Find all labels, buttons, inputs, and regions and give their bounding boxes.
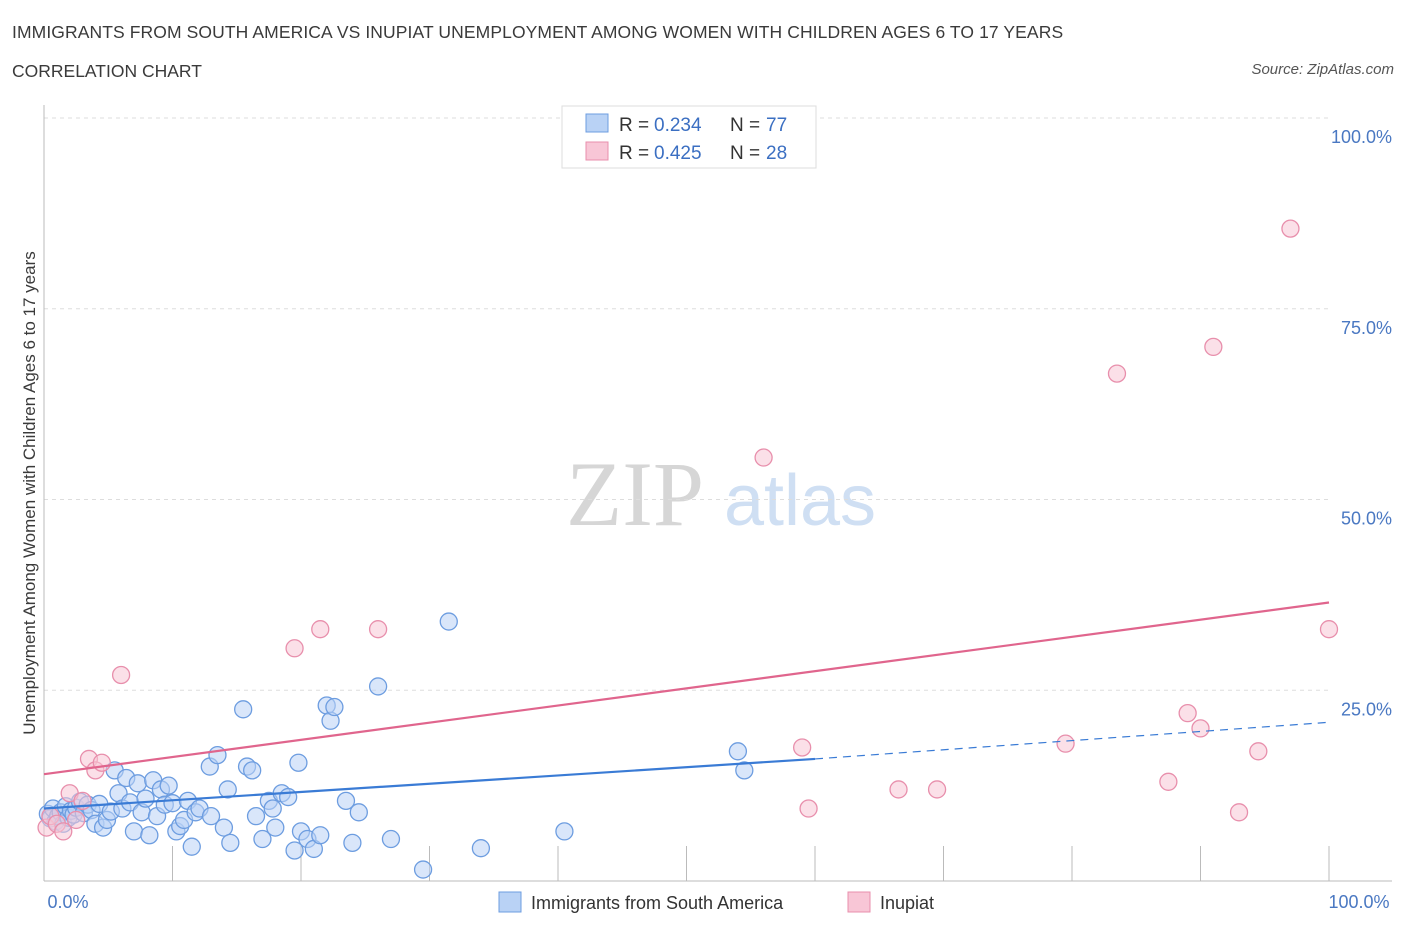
blue-trend-line xyxy=(43,757,816,810)
pink-point xyxy=(799,799,818,818)
series-pink-points xyxy=(37,219,1339,841)
pink-point xyxy=(311,620,330,639)
trend-lines xyxy=(43,601,1330,810)
legend-pink-r-value: 0.425 xyxy=(654,143,702,164)
pink-point xyxy=(1281,219,1300,238)
blue-point xyxy=(218,780,237,799)
grid-lines xyxy=(44,117,1329,691)
source-credit: Source: ZipAtlas.com xyxy=(1251,61,1394,78)
y-axis-label: Unemployment Among Women with Children A… xyxy=(20,251,39,735)
pink-trend-line xyxy=(43,601,1330,776)
blue-point xyxy=(243,761,262,780)
bottom-legend-blue-swatch xyxy=(498,891,522,913)
pink-point xyxy=(1229,803,1249,822)
series-legend: Immigrants from South America Inupiat xyxy=(498,891,934,913)
pink-point xyxy=(54,822,73,841)
bottom-legend-blue-label: Immigrants from South America xyxy=(531,893,784,913)
legend-blue-r-label: R = xyxy=(619,115,649,136)
pink-point xyxy=(1249,742,1268,761)
x-tick-label-start: 0.0% xyxy=(47,892,88,912)
pink-point xyxy=(754,448,773,467)
blue-point xyxy=(336,791,356,811)
blue-point xyxy=(381,829,401,849)
blue-point xyxy=(182,837,201,856)
legend-pink-r-label: R = xyxy=(619,143,649,164)
blue-point xyxy=(234,700,253,719)
blue-point xyxy=(263,799,282,818)
pink-point xyxy=(285,639,304,658)
axes xyxy=(43,105,1392,882)
tick-labels: 25.0% 50.0% 75.0% 100.0% 0.0% 100.0% xyxy=(47,127,1392,912)
pink-point xyxy=(793,738,812,757)
blue-point xyxy=(246,806,266,826)
pink-point xyxy=(1191,719,1210,738)
chart-subtitle: CORRELATION CHART xyxy=(12,61,202,81)
y-tick-label: 100.0% xyxy=(1331,127,1392,147)
watermark-atlas: atlas xyxy=(724,461,876,541)
y-tick-label: 75.0% xyxy=(1341,318,1392,338)
blue-point xyxy=(343,833,362,852)
blue-point xyxy=(136,789,155,808)
blue-point xyxy=(311,826,330,845)
blue-point xyxy=(214,818,234,837)
blue-point xyxy=(325,697,344,717)
bottom-legend-pink-label: Inupiat xyxy=(880,893,934,913)
blue-point xyxy=(163,794,182,813)
pink-point xyxy=(66,810,86,830)
blue-point xyxy=(349,803,368,822)
correlation-legend: R = 0.234 N = 77 R = 0.425 N = 28 xyxy=(561,105,817,169)
pink-point xyxy=(1107,364,1127,383)
pink-point xyxy=(368,620,388,639)
blue-point xyxy=(266,818,285,837)
blue-point xyxy=(140,826,159,845)
pink-point xyxy=(1319,620,1339,639)
blue-point xyxy=(471,839,491,858)
watermark-zip: ZIP xyxy=(566,443,704,545)
blue-point xyxy=(285,841,304,860)
x-tick-label-end: 100.0% xyxy=(1328,892,1389,912)
pink-point xyxy=(111,665,131,685)
legend-blue-r-value: 0.234 xyxy=(654,115,702,136)
blue-point xyxy=(368,677,388,696)
blue-point xyxy=(555,822,574,841)
blue-point xyxy=(439,612,458,631)
bottom-legend-pink-swatch xyxy=(847,891,871,913)
legend-blue-swatch xyxy=(585,113,609,133)
blue-point xyxy=(128,774,147,793)
pink-point xyxy=(1159,772,1178,791)
y-tick-label: 50.0% xyxy=(1341,509,1392,529)
legend-blue-n-label: N = xyxy=(730,115,760,136)
blue-point xyxy=(289,753,308,772)
pink-point xyxy=(1056,734,1075,753)
blue-trend-extension xyxy=(814,721,1330,760)
pink-point xyxy=(889,780,908,799)
blue-point xyxy=(221,833,240,852)
pink-point xyxy=(1178,703,1197,723)
legend-pink-n-value: 28 xyxy=(766,143,787,164)
series-blue-points xyxy=(38,612,754,879)
legend-pink-swatch xyxy=(585,141,609,161)
blue-point xyxy=(253,829,272,849)
legend-blue-n-value: 77 xyxy=(766,115,787,136)
blue-point xyxy=(124,822,144,841)
blue-point xyxy=(201,806,221,826)
legend-pink-n-label: N = xyxy=(730,143,760,164)
chart-title: IMMIGRANTS FROM SOUTH AMERICA VS INUPIAT… xyxy=(12,22,1064,42)
blue-point xyxy=(735,761,754,780)
blue-point xyxy=(728,742,748,761)
blue-point xyxy=(159,776,178,795)
blue-point xyxy=(413,860,433,879)
blue-point xyxy=(278,787,298,807)
y-tick-label: 25.0% xyxy=(1341,699,1392,719)
pink-point xyxy=(927,780,947,799)
pink-point xyxy=(92,753,111,772)
pink-point xyxy=(1204,337,1223,357)
